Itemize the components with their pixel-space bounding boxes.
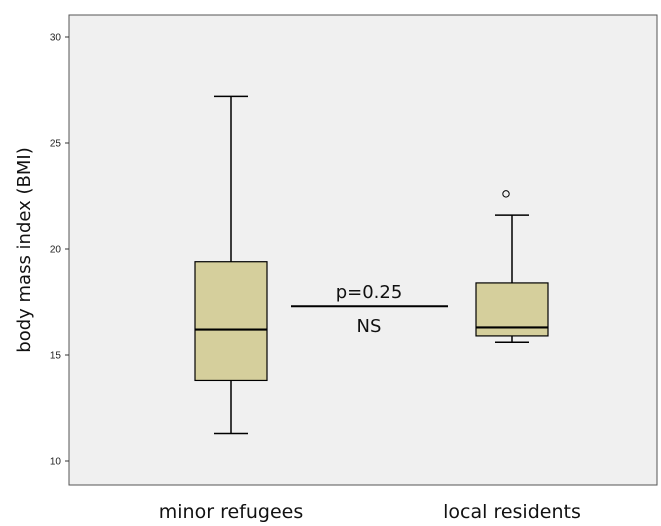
y-tick-label-30: 30 [50,33,62,44]
y-axis-title: body mass index (BMI) [14,147,35,352]
outlier-local-residents-0 [502,190,510,198]
plot-area [68,14,658,486]
category-label-minor-refugees: minor refugees [159,501,303,523]
y-tick-label-25: 25 [50,139,62,150]
y-tick-label-15: 15 [50,351,62,362]
boxes [194,95,549,435]
category-label-local-residents: local residents [443,501,581,523]
y-axis: 10 15 20 25 30 [50,33,69,468]
category-labels: minor refugees local residents [159,501,581,523]
p-value-label: p=0.25 [336,282,403,303]
box-minor-refugees [194,261,268,382]
y-tick-label-10: 10 [50,457,62,468]
significance-label: NS [357,316,382,337]
significance-annotation: p=0.25 NS [291,282,448,337]
y-tick-label-20: 20 [50,245,62,256]
